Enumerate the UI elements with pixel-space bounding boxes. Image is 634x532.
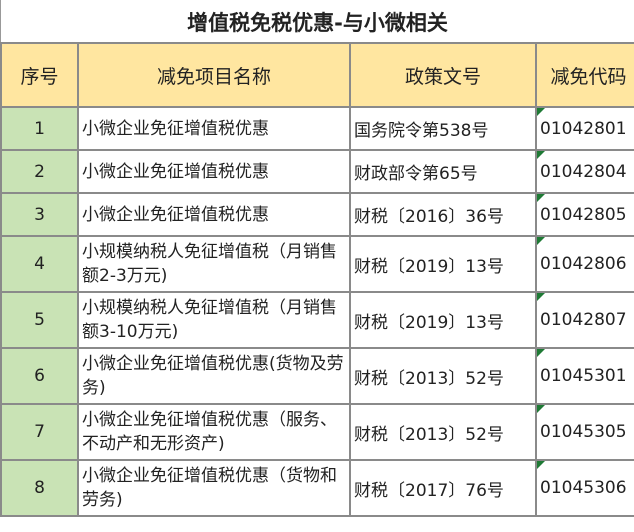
cell-doc[interactable]: 财税〔2016〕36号 xyxy=(349,192,537,237)
number-as-text-indicator-icon xyxy=(538,238,545,245)
code-value: 01042804 xyxy=(540,161,627,182)
table-row: 5 小规模纳税人免征增值税（月销售额3-10万元) 财税〔2019〕13号 01042… xyxy=(0,291,634,349)
cell-doc[interactable]: 财税〔2019〕13号 xyxy=(349,291,537,349)
number-as-text-indicator-icon xyxy=(538,406,545,413)
number-as-text-indicator-icon xyxy=(538,462,545,469)
code-value: 01042806 xyxy=(540,254,627,274)
cell-doc[interactable]: 财政部令第65号 xyxy=(349,149,537,194)
cell-doc[interactable]: 财税〔2017〕76号 xyxy=(349,459,537,517)
cell-name[interactable]: 小微企业免征增值税优惠 xyxy=(77,149,351,194)
number-as-text-indicator-icon xyxy=(538,152,545,159)
header-seq[interactable]: 序号 xyxy=(0,42,79,108)
code-value: 01042805 xyxy=(540,204,627,225)
number-as-text-indicator-icon xyxy=(538,350,545,357)
cell-doc[interactable]: 财税〔2019〕13号 xyxy=(349,235,537,293)
cell-seq[interactable]: 3 xyxy=(0,192,79,237)
table-row: 8 小微企业免征增值税优惠（货物和劳务) 财税〔2017〕76号 01045306 xyxy=(0,459,634,517)
cell-name[interactable]: 小规模纳税人免征增值税（月销售额2-3万元) xyxy=(77,235,351,293)
cell-seq[interactable]: 2 xyxy=(0,149,79,194)
cell-code[interactable]: 01045301 xyxy=(535,347,634,405)
cell-code[interactable]: 01045305 xyxy=(535,403,634,461)
cell-name[interactable]: 小微企业免征增值税优惠(货物及劳务) xyxy=(77,347,351,405)
cell-name[interactable]: 小微企业免征增值税优惠 xyxy=(77,106,351,151)
cell-doc[interactable]: 国务院令第538号 xyxy=(349,106,537,151)
cell-seq[interactable]: 1 xyxy=(0,106,79,151)
cell-seq[interactable]: 7 xyxy=(0,403,79,461)
cell-doc[interactable]: 财税〔2013〕52号 xyxy=(349,403,537,461)
cell-name[interactable]: 小微企业免征增值税优惠（货物和劳务) xyxy=(77,459,351,517)
code-value: 01045305 xyxy=(540,422,627,442)
header-doc[interactable]: 政策文号 xyxy=(349,42,537,108)
cell-code[interactable]: 01042806 xyxy=(535,235,634,293)
cell-seq[interactable]: 8 xyxy=(0,459,79,517)
number-as-text-indicator-icon xyxy=(538,195,545,202)
cell-name[interactable]: 小规模纳税人免征增值税（月销售额3-10万元) xyxy=(77,291,351,349)
cell-code[interactable]: 01042807 xyxy=(535,291,634,349)
number-as-text-indicator-icon xyxy=(538,109,545,116)
code-value: 01042801 xyxy=(540,118,627,139)
cell-code[interactable]: 01045306 xyxy=(535,459,634,517)
header-name[interactable]: 减免项目名称 xyxy=(77,42,351,108)
table-row: 2 小微企业免征增值税优惠 财政部令第65号 01042804 xyxy=(0,149,634,194)
table-row: 4 小规模纳税人免征增值税（月销售额2-3万元) 财税〔2019〕13号 010428… xyxy=(0,235,634,293)
number-as-text-indicator-icon xyxy=(538,294,545,301)
table-row: 3 小微企业免征增值税优惠 财税〔2016〕36号 01042805 xyxy=(0,192,634,237)
table-row: 7 小微企业免征增值税优惠（服务、不动产和无形资产) 财税〔2013〕52号 010… xyxy=(0,403,634,461)
code-value: 01045306 xyxy=(540,478,627,498)
cell-doc[interactable]: 财税〔2013〕52号 xyxy=(349,347,537,405)
cell-code[interactable]: 01042805 xyxy=(535,192,634,237)
header-code[interactable]: 减免代码 xyxy=(535,42,634,108)
code-value: 01045301 xyxy=(540,366,627,386)
sheet-title: 增值税免税优惠-与小微相关 xyxy=(0,0,634,42)
cell-seq[interactable]: 5 xyxy=(0,291,79,349)
cell-code[interactable]: 01042801 xyxy=(535,106,634,151)
table-row: 6 小微企业免征增值税优惠(货物及劳务) 财税〔2013〕52号 01045301 xyxy=(0,347,634,405)
cell-seq[interactable]: 4 xyxy=(0,235,79,293)
code-value: 01042807 xyxy=(540,310,627,330)
cell-code[interactable]: 01042804 xyxy=(535,149,634,194)
table-row: 1 小微企业免征增值税优惠 国务院令第538号 01042801 xyxy=(0,106,634,151)
cell-name[interactable]: 小微企业免征增值税优惠（服务、不动产和无形资产) xyxy=(77,403,351,461)
header-row: 序号 减免项目名称 政策文号 减免代码 xyxy=(0,42,634,108)
cell-name[interactable]: 小微企业免征增值税优惠 xyxy=(77,192,351,237)
cell-seq[interactable]: 6 xyxy=(0,347,79,405)
tax-exemption-table: 序号 减免项目名称 政策文号 减免代码 1 小微企业免征增值税优惠 国务院令第538… xyxy=(0,42,634,517)
